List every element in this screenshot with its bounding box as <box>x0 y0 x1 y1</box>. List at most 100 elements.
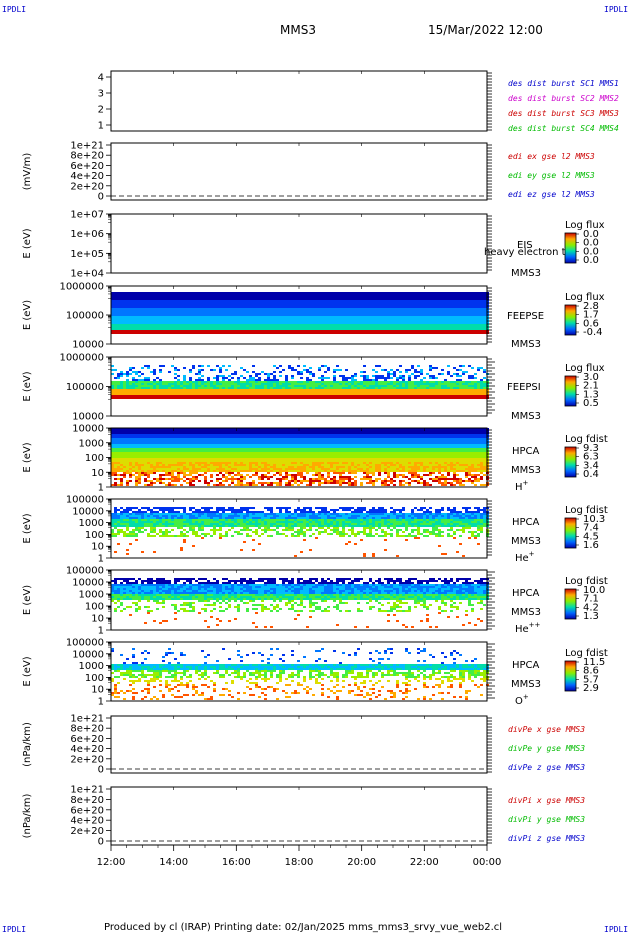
spectro-cell <box>180 292 183 294</box>
spectro-cell <box>213 385 216 387</box>
spectro-cell <box>405 298 408 300</box>
spectro-cell <box>456 300 459 302</box>
spectro-cell <box>330 320 333 322</box>
spectro-cell <box>480 385 483 387</box>
spectro-cell <box>144 480 147 482</box>
spectro-cell <box>324 306 327 308</box>
spectro-cell <box>411 302 414 304</box>
spectro-cell <box>114 381 117 383</box>
spectro-cell <box>282 306 285 308</box>
spectro-cell <box>180 294 183 296</box>
spectro-cell <box>210 328 213 330</box>
spectro-cell <box>474 328 477 330</box>
spectro-cell <box>327 330 330 332</box>
spectro-cell <box>300 326 303 328</box>
spectro-cell <box>363 393 366 395</box>
spectro-cell <box>378 292 381 294</box>
spectro-cell <box>180 478 183 480</box>
spectro-cell <box>405 391 408 393</box>
spectro-cell <box>276 330 279 332</box>
spectro-cell <box>279 371 282 373</box>
spectro-cell <box>195 391 198 393</box>
spectro-cell <box>183 367 186 369</box>
spectro-cell <box>420 302 423 304</box>
spectro-cell <box>120 389 123 391</box>
spectro-cell <box>375 318 378 320</box>
spectro-cell <box>339 318 342 320</box>
spectro-cell <box>138 302 141 304</box>
spectro-cell <box>261 304 264 306</box>
spectro-cell <box>114 478 117 480</box>
spectro-cell <box>111 450 114 452</box>
spectro-cell <box>381 318 384 320</box>
spectro-cell <box>435 314 438 316</box>
spectro-cell <box>246 381 249 383</box>
spectro-cell <box>150 432 153 434</box>
spectro-cell <box>147 320 150 322</box>
spectro-cell <box>279 391 282 393</box>
spectro-cell <box>447 312 450 314</box>
spectro-cell <box>141 428 144 430</box>
spectro-cell <box>375 389 378 391</box>
spectro-cell <box>204 324 207 326</box>
spectro-cell <box>126 480 129 482</box>
spectro-cell <box>189 391 192 393</box>
spectro-cell <box>471 310 474 312</box>
spectro-cell <box>333 391 336 393</box>
spectro-cell <box>390 324 393 326</box>
spectro-cell <box>438 322 441 324</box>
spectro-cell <box>207 379 210 381</box>
spectro-cell <box>435 328 438 330</box>
spectro-cell <box>129 304 132 306</box>
spectro-cell <box>252 391 255 393</box>
spectro-cell <box>300 377 303 379</box>
spectro-cell <box>150 371 153 373</box>
spectro-cell <box>342 318 345 320</box>
spectro-cell <box>474 298 477 300</box>
spectro-cell <box>234 393 237 395</box>
spectro-cell <box>132 474 135 476</box>
spectro-cell <box>261 391 264 393</box>
spectro-cell <box>393 310 396 312</box>
spectro-cell <box>288 310 291 312</box>
spectro-cell <box>159 326 162 328</box>
spectro-cell <box>312 316 315 318</box>
spectro-cell <box>276 385 279 387</box>
spectro-cell <box>189 312 192 314</box>
spectro-cell <box>123 381 126 383</box>
spectro-cell <box>375 300 378 302</box>
spectro-cell <box>435 385 438 387</box>
spectro-cell <box>219 328 222 330</box>
spectro-cell <box>195 300 198 302</box>
spectro-cell <box>402 328 405 330</box>
spectro-cell <box>384 326 387 328</box>
spectro-cell <box>135 389 138 391</box>
spectro-cell <box>216 294 219 296</box>
spectro-cell <box>186 320 189 322</box>
spectro-cell <box>126 316 129 318</box>
spectro-cell <box>399 377 402 379</box>
spectro-cell <box>204 332 207 334</box>
spectro-cell <box>297 312 300 314</box>
spectro-cell <box>165 300 168 302</box>
spectro-cell <box>330 389 333 391</box>
spectro-cell <box>438 395 441 397</box>
spectro-cell <box>144 389 147 391</box>
spectro-cell <box>336 397 339 399</box>
spectro-cell <box>171 328 174 330</box>
spectro-cell <box>231 377 234 379</box>
spectro-cell <box>450 320 453 322</box>
spectro-cell <box>240 367 243 369</box>
spectro-cell <box>234 314 237 316</box>
y-tick-label: 1e+05 <box>70 249 104 260</box>
spectro-cell <box>390 393 393 395</box>
spectro-cell <box>366 292 369 294</box>
spectro-cell <box>162 387 165 389</box>
spectro-cell <box>450 324 453 326</box>
spectro-cell <box>288 306 291 308</box>
spectro-cell <box>264 320 267 322</box>
spectro-cell <box>129 456 132 458</box>
spectro-cell <box>441 387 444 389</box>
spectro-cell <box>303 292 306 294</box>
spectro-cell <box>243 300 246 302</box>
